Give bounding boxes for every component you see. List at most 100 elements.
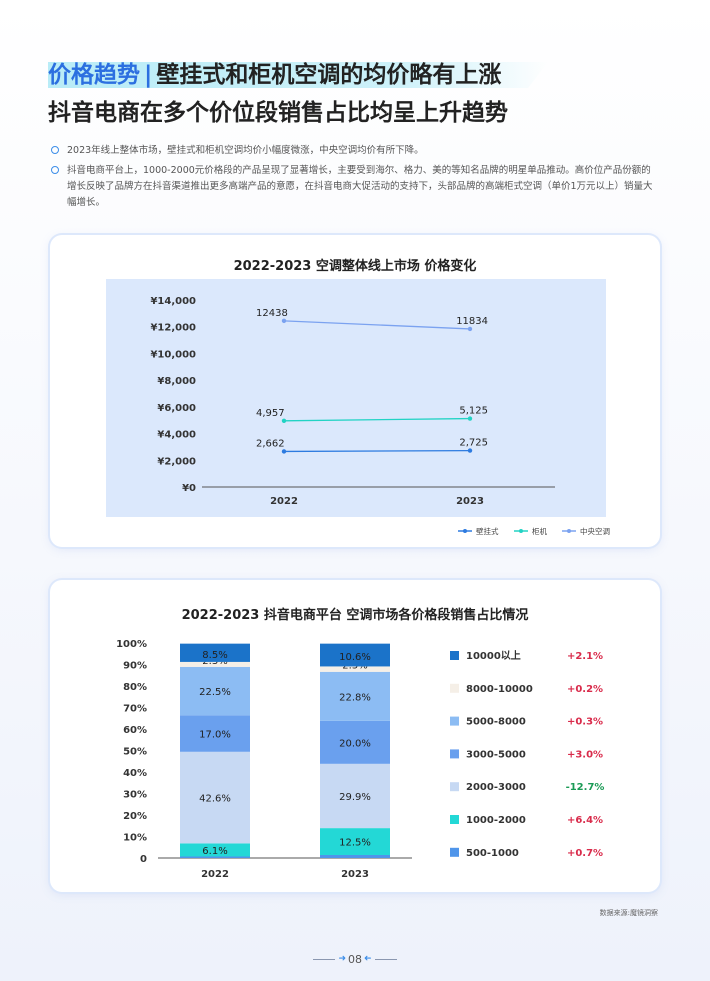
- legend-swatch: [450, 683, 459, 693]
- legend-swatch: [450, 651, 459, 660]
- series-line: [283, 320, 471, 330]
- bar-segment: [180, 715, 250, 752]
- legend-label: 10000以上: [466, 649, 521, 662]
- line-chart-title: 2022-2023 空调整体线上市场 价格变化: [233, 259, 477, 274]
- y-tick-label: 10%: [123, 833, 147, 844]
- y-tick-label: ¥4,000: [157, 430, 196, 441]
- stacked-bar-chart: 100% 90% 80% 70% 60% 50% 40% 30% 20% 10% 0 6.1% 42.6…: [116, 639, 604, 880]
- change-value: +6.4%: [567, 815, 603, 826]
- bar-segment: [320, 763, 390, 829]
- bar-segment: [180, 856, 250, 858]
- data-label: 11834: [456, 316, 488, 327]
- data-point: [281, 318, 287, 324]
- bar-chart-card: 2022-2023 抖音电商平台 空调市场各价格段销售占比情况 100% 90% 8…: [50, 580, 660, 892]
- segment-label: 22.5%: [199, 687, 231, 698]
- segment-label: 20.0%: [339, 738, 371, 749]
- y-tick-label: 90%: [123, 661, 147, 672]
- divider: [374, 958, 397, 960]
- x-tick-label: 2023: [456, 496, 484, 507]
- legend-label: 5000-8000: [466, 717, 526, 728]
- arrow-left-icon: ➜: [364, 954, 372, 964]
- bar-segment: [320, 671, 390, 721]
- data-point: [281, 449, 287, 454]
- legend-swatch: [450, 847, 459, 857]
- change-value: +0.7%: [567, 848, 603, 859]
- legend-label: 柜机: [532, 526, 547, 536]
- title-highlight: [48, 62, 548, 88]
- legend-swatch: [450, 815, 459, 824]
- y-tick-label: ¥0: [182, 483, 196, 494]
- change-value: +0.3%: [567, 717, 603, 728]
- bar-segment: [180, 666, 250, 716]
- title-separator: |: [144, 62, 153, 88]
- bar-segment: [320, 854, 390, 858]
- bullet-item: 2023年线上整体市场，壁挂式和柜机空调均价小幅度微涨，中央空调均价有所下降。: [50, 143, 660, 159]
- data-label: 12438: [256, 308, 288, 319]
- bar-segment: [180, 643, 250, 662]
- arrow-right-icon: ➜: [338, 954, 346, 964]
- segment-label: 42.6%: [199, 794, 231, 805]
- legend-label: 8000-10000: [466, 684, 533, 695]
- data-label: 2,725: [459, 438, 488, 449]
- legend-marker: [519, 529, 523, 533]
- plot-area: [106, 279, 606, 517]
- page-number: ➜ 08 ➜: [0, 952, 710, 966]
- segment-label: 10.6%: [339, 652, 371, 663]
- legend-swatch: [450, 782, 459, 792]
- segment-label: 8.5%: [202, 650, 227, 661]
- series-line: [283, 449, 471, 453]
- circle-bullet-icon: [51, 146, 59, 154]
- data-point: [467, 448, 473, 453]
- legend-label: 2000-3000: [466, 782, 526, 793]
- segment-label: 6.1%: [202, 846, 227, 857]
- title-line2: 抖音电商在多个价位段销售占比均呈上升趋势: [48, 100, 508, 126]
- legend-label: 3000-5000: [466, 749, 526, 760]
- y-tick-label: 40%: [123, 768, 147, 779]
- bar-segment: [320, 720, 390, 764]
- line-chart: ¥14,000 ¥12,000 ¥10,000 ¥8,000 ¥6,000 ¥4,000 ¥…: [106, 279, 610, 536]
- divider: [313, 958, 336, 960]
- bar-segment: [320, 828, 390, 855]
- segment-label: 17.0%: [199, 730, 231, 741]
- bullet-text: 抖音电商平台上，1000-2000元价格段的产品呈现了显著增长，主要受到海尔、格…: [67, 165, 653, 208]
- data-label: 2,662: [256, 438, 285, 449]
- data-source: 数据来源:魔镜洞察: [599, 909, 658, 917]
- title-prefix: 价格趋势: [48, 62, 140, 88]
- data-point: [467, 326, 473, 332]
- bullet-text: 2023年线上整体市场，壁挂式和柜机空调均价小幅度微涨，中央空调均价有所下降。: [67, 145, 424, 156]
- bar-segment: [320, 643, 390, 667]
- legend-marker: [463, 529, 467, 533]
- circle-bullet-icon: [51, 166, 59, 174]
- bar-chart-title: 2022-2023 抖音电商平台 空调市场各价格段销售占比情况: [181, 608, 529, 623]
- data-point: [467, 416, 473, 421]
- title-line1: 壁挂式和柜机空调的均价略有上涨: [156, 62, 502, 88]
- y-tick-label: ¥14,000: [150, 296, 196, 307]
- legend-label: 1000-2000: [466, 815, 526, 826]
- change-value: +0.2%: [567, 684, 603, 695]
- y-tick-label: 100%: [116, 639, 147, 650]
- legend-marker: [567, 529, 571, 533]
- segment-label: 22.8%: [339, 692, 371, 703]
- y-tick-label: 60%: [123, 725, 147, 736]
- x-tick-label: 2023: [341, 869, 369, 880]
- bar-segment: [180, 843, 250, 857]
- data-label: 4,957: [256, 408, 285, 419]
- bullet-list: 2023年线上整体市场，壁挂式和柜机空调均价小幅度微涨，中央空调均价有所下降。 …: [50, 143, 660, 215]
- change-value: +3.0%: [567, 749, 603, 760]
- y-tick-label: 20%: [123, 811, 147, 822]
- line-chart-card: 2022-2023 空调整体线上市场 价格变化 ¥14,000 ¥12,000 ¥1…: [50, 235, 660, 547]
- y-tick-label: 80%: [123, 682, 147, 693]
- legend-swatch: [450, 716, 459, 726]
- y-tick-label: 50%: [123, 747, 147, 758]
- legend-label: 中央空调: [580, 526, 610, 536]
- segment-label: 12.5%: [339, 838, 371, 849]
- segment-label: 29.9%: [339, 792, 371, 803]
- bullet-item: 抖音电商平台上，1000-2000元价格段的产品呈现了显著增长，主要受到海尔、格…: [50, 163, 660, 211]
- legend-label: 500-1000: [466, 848, 519, 859]
- bar-segment: [180, 661, 250, 667]
- y-tick-label: 70%: [123, 704, 147, 715]
- page-title: 价格趋势 | 壁挂式和柜机空调的均价略有上涨 抖音电商在多个价位段销售占比均呈上升趋…: [48, 58, 548, 130]
- data-point: [281, 418, 287, 423]
- series-line: [283, 417, 471, 422]
- bar-segment: [320, 666, 390, 672]
